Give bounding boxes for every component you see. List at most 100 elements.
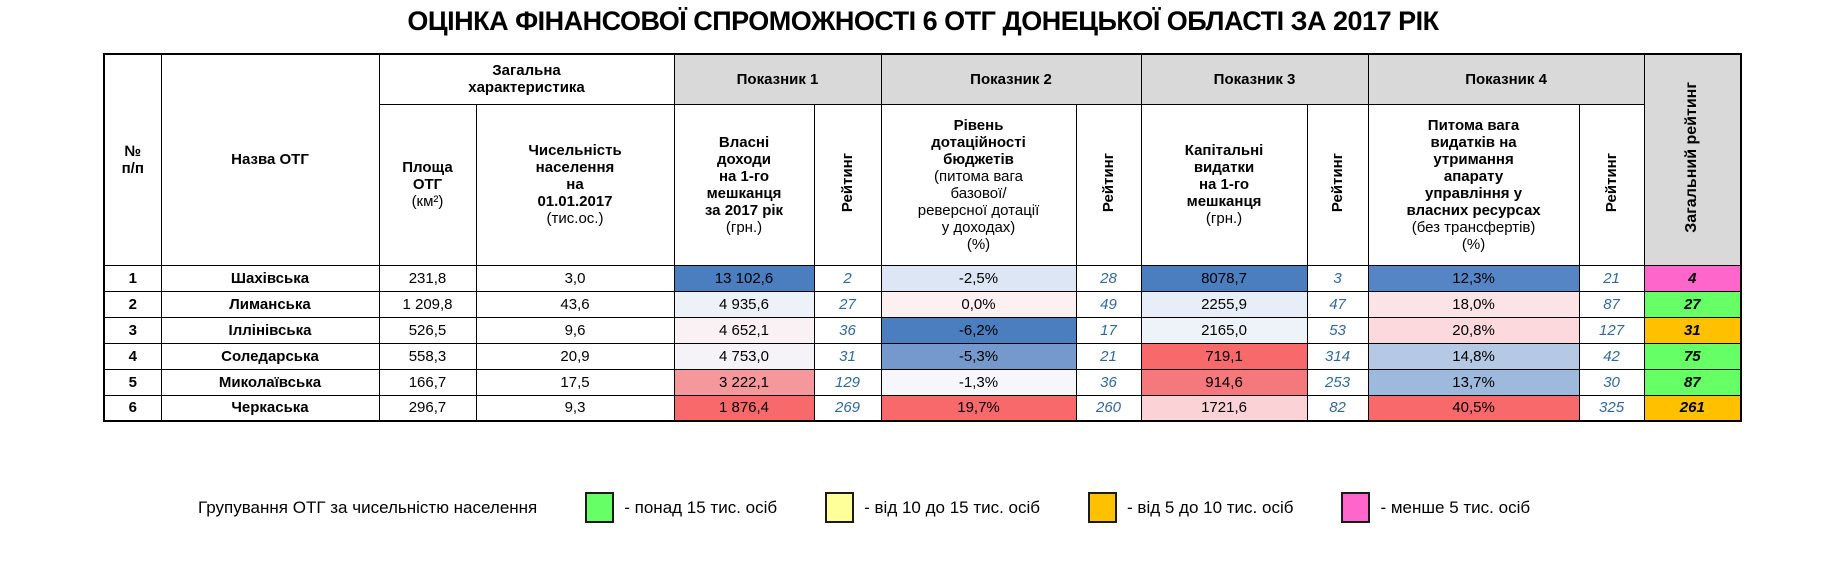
group-header-indicator2: Показник 2 — [880, 53, 1142, 105]
col-header-rating-2: Рейтинг — [1075, 103, 1142, 266]
group-header-indicator1: Показник 1 — [673, 53, 882, 105]
population-cell: 17,5 — [475, 368, 675, 396]
indicator3-value-cell: 1721,6 — [1140, 394, 1308, 422]
col-header-rating-4: Рейтинг — [1578, 103, 1645, 266]
legend-item: - від 10 до 15 тис. осіб — [825, 492, 1040, 523]
indicator2-rating-cell: 49 — [1075, 290, 1142, 318]
indicator4-value-cell: 12,3% — [1367, 264, 1580, 292]
area-cell: 231,8 — [378, 264, 477, 292]
otg-name-cell: Черкаська — [160, 394, 380, 422]
col-header-area: Площа ОТГ (км²) — [378, 103, 477, 266]
area-cell: 1 209,8 — [378, 290, 477, 318]
otg-name-cell: Соледарська — [160, 342, 380, 370]
col-header-rating-1: Рейтинг — [813, 103, 882, 266]
col-header-otg-name: Назва ОТГ — [160, 53, 380, 266]
group-header-indicator4: Показник 4 — [1367, 53, 1645, 105]
legend-item-label: - понад 15 тис. осіб — [624, 497, 778, 517]
legend-item-label: - від 10 до 15 тис. осіб — [864, 497, 1041, 517]
indicator3-rating-cell: 3 — [1306, 264, 1369, 292]
indicator3-rating-cell: 314 — [1306, 342, 1369, 370]
row-number-cell: 5 — [103, 368, 162, 396]
legend-color-swatch — [585, 492, 615, 523]
legend-item: - менше 5 тис. осіб — [1341, 492, 1530, 523]
legend-item-label: - від 5 до 10 тис. осіб — [1127, 497, 1294, 517]
area-cell: 166,7 — [378, 368, 477, 396]
indicator4-rating-cell: 42 — [1578, 342, 1645, 370]
row-number-cell: 6 — [103, 394, 162, 422]
indicator1-value-cell: 4 652,1 — [673, 316, 815, 344]
indicator3-value-cell: 8078,7 — [1140, 264, 1308, 292]
indicator3-rating-cell: 53 — [1306, 316, 1369, 344]
col-header-number: № п/п — [103, 53, 162, 266]
table-row: 4 Соледарська 558,3 20,9 4 753,0 31 -5,3% 21 719… — [103, 342, 1742, 370]
table-row: 2 Лиманська 1 209,8 43,6 4 935,6 27 0,0% 49 2255… — [103, 290, 1742, 318]
legend-color-swatch — [1341, 492, 1371, 523]
row-number-cell: 2 — [103, 290, 162, 318]
legend-label: Групування ОТГ за чисельністю населення — [198, 497, 538, 517]
indicator2-value-cell: -2,5% — [880, 264, 1077, 292]
indicator3-rating-cell: 82 — [1306, 394, 1369, 422]
legend-item: - понад 15 тис. осіб — [585, 492, 777, 523]
table-row: 3 Іллінівська 526,5 9,6 4 652,1 36 -6,2% 17 2165… — [103, 316, 1742, 344]
row-number-cell: 3 — [103, 316, 162, 344]
indicator1-rating-cell: 36 — [813, 316, 882, 344]
indicator4-value-cell: 18,0% — [1367, 290, 1580, 318]
col-header-admin-expenses-share: Питома вага видатків на утримання апарат… — [1367, 103, 1580, 266]
table-row: 6 Черкаська 296,7 9,3 1 876,4 269 19,7% 260 1721… — [103, 394, 1742, 422]
area-cell: 526,5 — [378, 316, 477, 344]
legend-color-swatch — [825, 492, 855, 523]
indicator1-rating-cell: 269 — [813, 394, 882, 422]
legend-item-label: - менше 5 тис. осіб — [1380, 497, 1531, 517]
col-header-population: Чисельність населення на 01.01.2017 (тис.… — [475, 103, 675, 266]
otg-name-cell: Лиманська — [160, 290, 380, 318]
population-cell: 20,9 — [475, 342, 675, 370]
col-header-rating-3: Рейтинг — [1306, 103, 1369, 266]
indicator2-rating-cell: 36 — [1075, 368, 1142, 396]
indicator2-value-cell: 0,0% — [880, 290, 1077, 318]
indicator1-value-cell: 4 753,0 — [673, 342, 815, 370]
area-cell: 296,7 — [378, 394, 477, 422]
indicator3-value-cell: 719,1 — [1140, 342, 1308, 370]
row-number-cell: 1 — [103, 264, 162, 292]
indicator4-value-cell: 20,8% — [1367, 316, 1580, 344]
indicator4-value-cell: 13,7% — [1367, 368, 1580, 396]
indicator2-value-cell: -5,3% — [880, 342, 1077, 370]
assessment-table: № п/п Назва ОТГ Загальна характеристика … — [103, 53, 1743, 422]
indicator4-value-cell: 14,8% — [1367, 342, 1580, 370]
group-header-indicator3: Показник 3 — [1140, 53, 1369, 105]
indicator4-rating-cell: 30 — [1578, 368, 1645, 396]
legend: Групування ОТГ за чисельністю населення … — [198, 492, 1846, 523]
total-rating-cell: 4 — [1643, 264, 1742, 292]
indicator2-value-cell: -6,2% — [880, 316, 1077, 344]
total-rating-cell: 75 — [1643, 342, 1742, 370]
total-rating-cell: 261 — [1643, 394, 1742, 422]
indicator3-rating-cell: 253 — [1306, 368, 1369, 396]
indicator2-rating-cell: 28 — [1075, 264, 1142, 292]
indicator1-rating-cell: 2 — [813, 264, 882, 292]
indicator2-rating-cell: 17 — [1075, 316, 1142, 344]
col-header-subsidy-level: Рівень дотаційності бюджетів (питома вага… — [880, 103, 1077, 266]
indicator3-value-cell: 914,6 — [1140, 368, 1308, 396]
indicator1-value-cell: 4 935,6 — [673, 290, 815, 318]
area-cell: 558,3 — [378, 342, 477, 370]
indicator3-rating-cell: 47 — [1306, 290, 1369, 318]
indicator4-rating-cell: 21 — [1578, 264, 1645, 292]
indicator4-rating-cell: 87 — [1578, 290, 1645, 318]
group-header-general: Загальна характеристика — [378, 53, 675, 105]
legend-item: - від 5 до 10 тис. осіб — [1088, 492, 1293, 523]
indicator3-value-cell: 2255,9 — [1140, 290, 1308, 318]
col-header-capital-expenditure: Капітальні видатки на 1-го мешканця (грн.… — [1140, 103, 1308, 266]
row-number-cell: 4 — [103, 342, 162, 370]
indicator2-rating-cell: 21 — [1075, 342, 1142, 370]
indicator1-rating-cell: 31 — [813, 342, 882, 370]
indicator1-value-cell: 1 876,4 — [673, 394, 815, 422]
otg-name-cell: Миколаївська — [160, 368, 380, 396]
indicator4-rating-cell: 127 — [1578, 316, 1645, 344]
page-title: ОЦІНКА ФІНАНСОВОЇ СПРОМОЖНОСТІ 6 ОТГ ДОН… — [407, 6, 1439, 36]
population-cell: 9,3 — [475, 394, 675, 422]
indicator4-rating-cell: 325 — [1578, 394, 1645, 422]
col-header-own-income: Власні доходи на 1-го мешканця за 2017 р… — [673, 103, 815, 266]
indicator1-rating-cell: 129 — [813, 368, 882, 396]
population-cell: 9,6 — [475, 316, 675, 344]
total-rating-cell: 87 — [1643, 368, 1742, 396]
